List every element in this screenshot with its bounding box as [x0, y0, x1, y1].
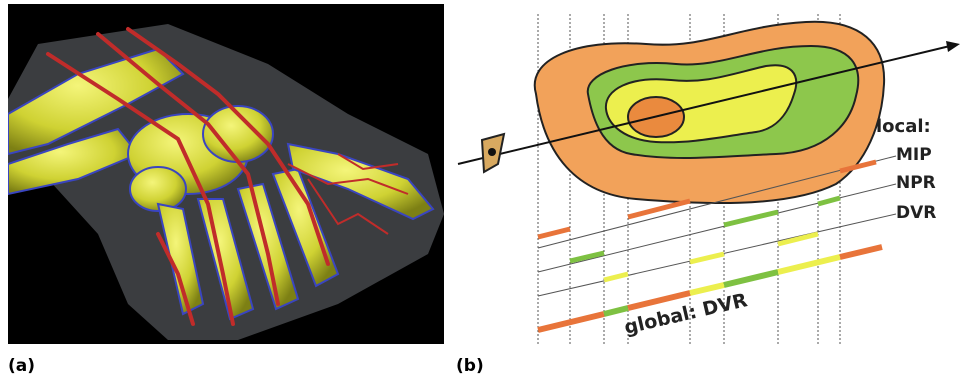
arrow-head-icon — [946, 41, 960, 52]
method-dvr-label: DVR — [896, 203, 936, 223]
ray-arrow — [457, 45, 951, 165]
schematic-svg: local: MIP NPR DVR global: DVR — [457, 14, 960, 344]
method-npr-label: NPR — [896, 173, 936, 193]
hand-rendering-image — [8, 24, 444, 340]
caption-b: (b) — [456, 356, 484, 376]
global-dvr-bar — [537, 244, 883, 333]
hand-volume-rendering — [8, 4, 444, 344]
rendering-schematic-diagram: local: MIP NPR DVR global: DVR — [456, 4, 960, 344]
local-label: local: — [876, 116, 931, 137]
method-mip-label: MIP — [896, 145, 932, 165]
local-segments — [537, 159, 877, 283]
caption-a: (a) — [8, 356, 36, 376]
